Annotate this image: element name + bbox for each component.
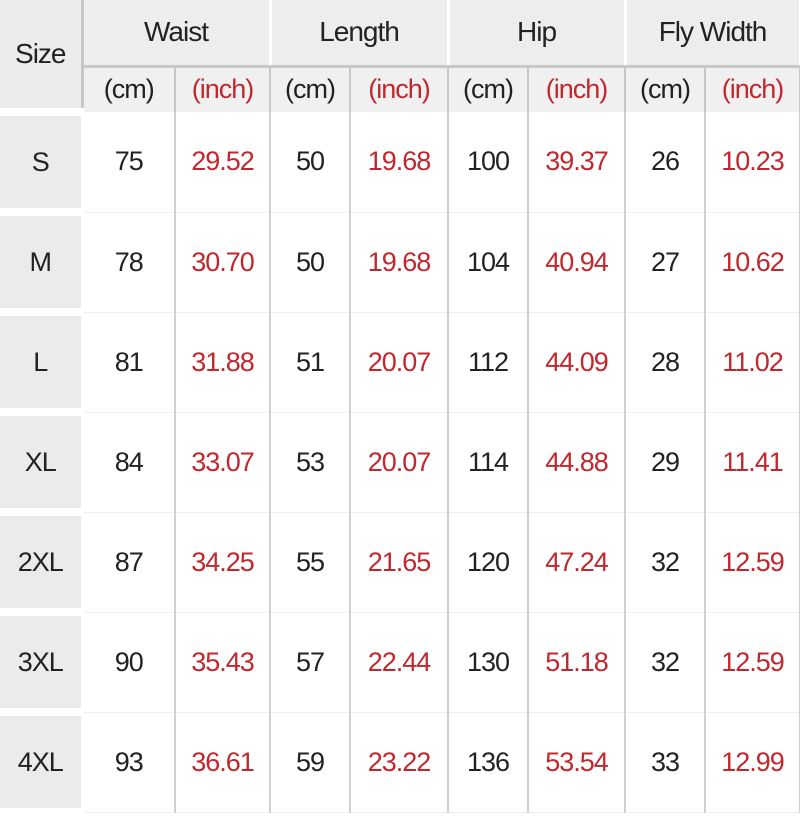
cm-value: 29	[625, 412, 707, 513]
table-row: L 81 31.88 51 20.07 112 44.09 28 11.02	[0, 308, 800, 416]
cm-value: 59	[270, 712, 351, 813]
cm-value: 130	[448, 612, 530, 713]
inch-value: 12.59	[705, 512, 800, 613]
size-cell: L	[0, 308, 84, 416]
unit-cm: (cm)	[270, 66, 351, 112]
cm-value: 112	[448, 312, 530, 413]
inch-value: 12.99	[705, 712, 800, 813]
cm-value: 81	[82, 312, 176, 413]
cm-value: 53	[270, 412, 351, 513]
cm-value: 26	[625, 112, 707, 213]
size-cell: M	[0, 208, 84, 316]
inch-value: 19.68	[350, 212, 450, 313]
inch-value: 36.61	[175, 712, 271, 813]
inch-value: 30.70	[175, 212, 271, 313]
inch-value: 33.07	[175, 412, 271, 513]
size-cell: 4XL	[0, 708, 84, 816]
waist-header: Waist	[82, 0, 272, 68]
cm-value: 57	[270, 612, 351, 713]
cm-value: 32	[625, 612, 707, 713]
size-cell: 2XL	[0, 508, 84, 616]
table-row: 4XL 93 36.61 59 23.22 136 53.54 33 12.99	[0, 708, 800, 816]
cm-value: 33	[625, 712, 707, 813]
hip-header: Hip	[448, 0, 627, 68]
size-cell: 3XL	[0, 608, 84, 716]
inch-value: 47.24	[528, 512, 627, 613]
inch-value: 34.25	[175, 512, 271, 613]
size-cell: XL	[0, 408, 84, 516]
inch-value: 20.07	[350, 312, 450, 413]
inch-value: 51.18	[528, 612, 627, 713]
inch-value: 12.59	[705, 612, 800, 713]
inch-value: 35.43	[175, 612, 271, 713]
table-row: 2XL 87 34.25 55 21.65 120 47.24 32 12.59	[0, 508, 800, 616]
unit-inch: (inch)	[175, 66, 271, 112]
inch-value: 44.09	[528, 312, 627, 413]
inch-value: 39.37	[528, 112, 627, 213]
unit-inch: (inch)	[528, 66, 627, 112]
inch-value: 44.88	[528, 412, 627, 513]
cm-value: 114	[448, 412, 530, 513]
table-row: 3XL 90 35.43 57 22.44 130 51.18 32 12.59	[0, 608, 800, 716]
cm-value: 32	[625, 512, 707, 613]
cm-value: 55	[270, 512, 351, 613]
inch-value: 40.94	[528, 212, 627, 313]
inch-value: 23.22	[350, 712, 450, 813]
unit-cm: (cm)	[625, 66, 707, 112]
cm-value: 51	[270, 312, 351, 413]
inch-value: 11.41	[705, 412, 800, 513]
cm-value: 50	[270, 212, 351, 313]
unit-inch: (inch)	[350, 66, 450, 112]
cm-value: 28	[625, 312, 707, 413]
size-cell: S	[0, 108, 84, 216]
unit-inch: (inch)	[705, 66, 800, 112]
inch-value: 21.65	[350, 512, 450, 613]
cm-value: 100	[448, 112, 530, 213]
cm-value: 93	[82, 712, 176, 813]
inch-value: 53.54	[528, 712, 627, 813]
cm-value: 104	[448, 212, 530, 313]
inch-value: 10.23	[705, 112, 800, 213]
cm-value: 90	[82, 612, 176, 713]
cm-value: 78	[82, 212, 176, 313]
cm-value: 27	[625, 212, 707, 313]
inch-value: 11.02	[705, 312, 800, 413]
table-row: S 75 29.52 50 19.68 100 39.37 26 10.23	[0, 108, 800, 216]
unit-cm: (cm)	[448, 66, 530, 112]
inch-value: 10.62	[705, 212, 800, 313]
table-row: XL 84 33.07 53 20.07 114 44.88 29 11.41	[0, 408, 800, 516]
size-header: Size	[0, 0, 84, 112]
inch-value: 31.88	[175, 312, 271, 413]
cm-value: 87	[82, 512, 176, 613]
cm-value: 75	[82, 112, 176, 213]
cm-value: 136	[448, 712, 530, 813]
inch-value: 22.44	[350, 612, 450, 713]
cm-value: 120	[448, 512, 530, 613]
table-row: M 78 30.70 50 19.68 104 40.94 27 10.62	[0, 208, 800, 316]
unit-cm: (cm)	[82, 66, 176, 112]
length-header: Length	[270, 0, 450, 68]
cm-value: 84	[82, 412, 176, 513]
fly-width-header: Fly Width	[625, 0, 800, 68]
inch-value: 20.07	[350, 412, 450, 513]
cm-value: 50	[270, 112, 351, 213]
inch-value: 29.52	[175, 112, 271, 213]
inch-value: 19.68	[350, 112, 450, 213]
